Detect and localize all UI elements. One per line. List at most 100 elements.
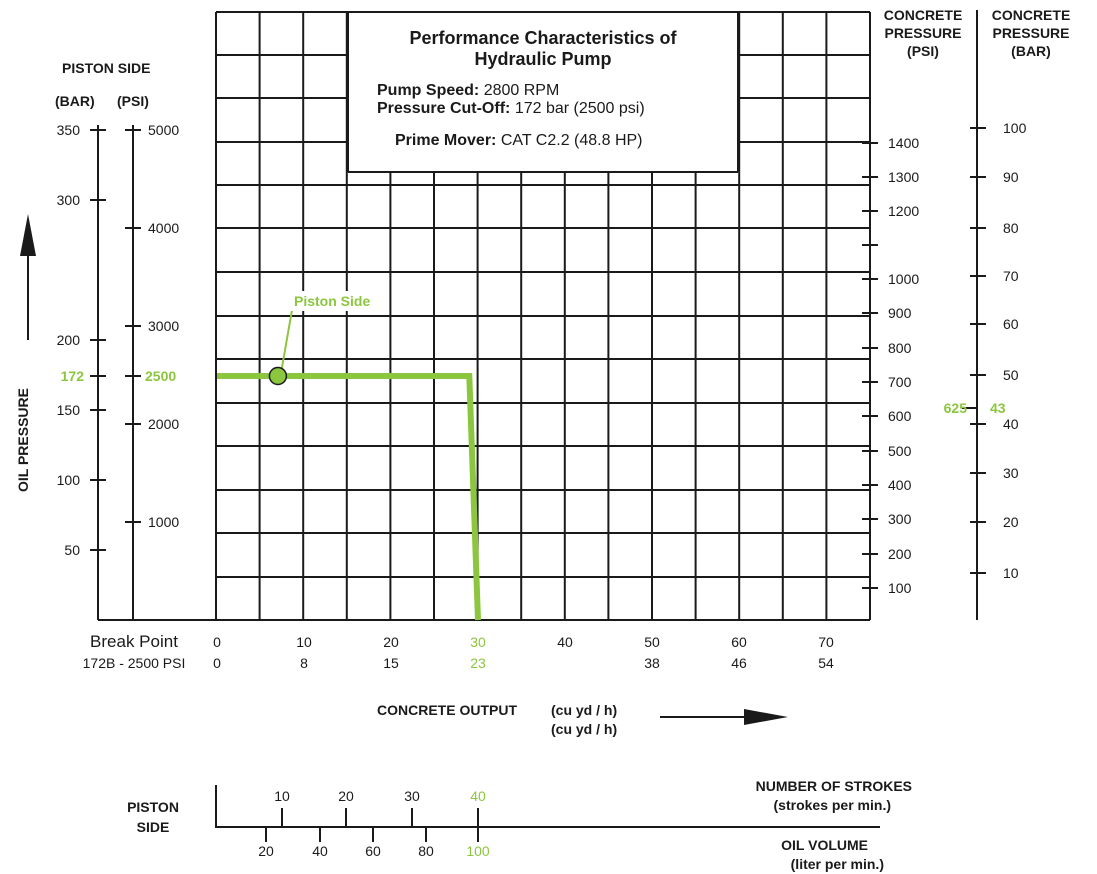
oil-pressure-arrowhead [20,214,36,256]
psi-tick-label-1: 4000 [148,220,179,236]
piston-side-header: PISTON SIDE [62,60,150,76]
x-row2-tick-3: 23 [470,655,486,671]
right-psi-tick-label-10: 400 [888,477,912,493]
right-psi-header-3: (PSI) [907,43,939,59]
right-highlight-psi: 625 [944,400,968,416]
right-psi-tick-label-2: 1200 [888,203,919,219]
cutoff-label: Pressure Cut-Off: [377,100,510,117]
series-label-bg-0 [289,291,387,311]
pump-speed-text: Pump Speed: 2800 RPM [377,82,559,99]
x-row2-tick-2: 15 [383,655,399,671]
volume-tick-label-0: 20 [258,843,274,859]
strokes-title: NUMBER OF STROKES [756,778,912,794]
right-psi-tick-label-1: 1300 [888,169,919,185]
right-psi-tick-label-11: 300 [888,511,912,527]
volume-title: OIL VOLUME [781,837,868,853]
prime-mover-value: CAT C2.2 (48.8 HP) [501,132,643,149]
bar-tick-label-5: 50 [64,542,80,558]
volume-tick-label-4: 100 [466,843,490,859]
strokes-tick-label-2: 30 [404,788,420,804]
prime-mover-text: Prime Mover: CAT C2.2 (48.8 HP) [395,132,643,149]
right-psi-tick-label-9: 500 [888,443,912,459]
bar-tick-label-4: 100 [57,472,81,488]
pump-speed-value: 2800 RPM [484,82,560,99]
psi-highlight-label: 2500 [145,368,176,384]
right-bar-tick-label-3: 70 [1003,268,1019,284]
strokes-tick-label-1: 20 [338,788,354,804]
bottom-piston-label-2: SIDE [137,819,170,835]
x-row1-tick-6: 60 [731,634,747,650]
psi-tick-label-2: 3000 [148,318,179,334]
title-box [348,12,738,172]
chart-title-line1: Performance Characteristics of [409,28,677,48]
bar-tick-label-0: 350 [57,122,81,138]
right-psi-tick-label-5: 900 [888,305,912,321]
right-bar-tick-label-9: 10 [1003,565,1019,581]
bar-tick-label-3: 150 [57,402,81,418]
right-psi-tick-label-6: 800 [888,340,912,356]
cutoff-text: Pressure Cut-Off: 172 bar (2500 psi) [377,100,645,117]
x-row1-tick-1: 10 [296,634,312,650]
x-axis-unit-2: (cu yd / h) [551,721,617,737]
series-label-0: Piston Side [294,293,370,309]
volume-tick-label-3: 80 [418,843,434,859]
volume-tick-label-1: 40 [312,843,328,859]
volume-tick-label-2: 60 [365,843,381,859]
right-psi-header-1: CONCRETE [884,7,963,23]
right-bar-header-3: (BAR) [1011,43,1051,59]
bar-tick-label-1: 300 [57,192,81,208]
x-row2-tick-1: 8 [300,655,308,671]
x-row1-tick-2: 20 [383,634,399,650]
chart-title-line2: Hydraulic Pump [474,49,611,69]
strokes-tick-label-3: 40 [470,788,486,804]
x-row2-tick-6: 54 [818,655,834,671]
right-bar-tick-label-6: 40 [1003,416,1019,432]
prime-mover-label: Prime Mover: [395,132,496,149]
right-bar-tick-label-0: 100 [1003,120,1027,136]
x-axis-arrowhead [744,709,788,725]
right-bar-tick-label-4: 60 [1003,316,1019,332]
psi-tick-label-0: 5000 [148,122,179,138]
x-row1-tick-0: 0 [213,634,221,650]
x-row1-tick-5: 50 [644,634,660,650]
psi-tick-label-4: 1000 [148,514,179,530]
x-row1-label: Break Point [90,632,178,651]
oil-pressure-title: OIL PRESSURE [15,388,31,492]
right-bar-tick-label-8: 20 [1003,514,1019,530]
right-bar-header-1: CONCRETE [992,7,1071,23]
psi-tick-label-3: 2000 [148,416,179,432]
x-row2-label: 172B - 2500 PSI [83,655,186,671]
right-psi-tick-label-13: 100 [888,580,912,596]
right-psi-tick-label-0: 1400 [888,135,919,151]
right-bar-tick-label-2: 80 [1003,220,1019,236]
right-highlight-bar: 43 [990,400,1006,416]
right-bar-tick-label-7: 30 [1003,465,1019,481]
right-bar-tick-label-5: 50 [1003,367,1019,383]
x-row2-tick-5: 46 [731,655,747,671]
right-psi-tick-label-12: 200 [888,546,912,562]
psi-unit-header: (PSI) [117,93,149,109]
right-bar-tick-label-1: 90 [1003,169,1019,185]
bar-highlight-label: 172 [61,368,85,384]
bar-tick-label-2: 200 [57,332,81,348]
bottom-piston-label-1: PISTON [127,799,179,815]
x-row1-tick-3: 30 [470,634,486,650]
strokes-unit: (strokes per min.) [774,797,891,813]
right-psi-header-2: PRESSURE [884,25,961,41]
x-row2-tick-0: 0 [213,655,221,671]
right-psi-tick-label-7: 700 [888,374,912,390]
right-psi-tick-label-8: 600 [888,408,912,424]
right-bar-header-2: PRESSURE [992,25,1069,41]
strokes-tick-label-0: 10 [274,788,290,804]
dynamic-marks: 3503002001501005050004000300020001000172… [57,10,1027,859]
cutoff-value: 172 bar (2500 psi) [515,100,645,117]
series-label-leader-0 [280,309,293,369]
volume-unit: (liter per min.) [791,856,884,872]
x-row1-tick-4: 40 [557,634,573,650]
bar-unit-header: (BAR) [55,93,95,109]
x-row1-tick-7: 70 [818,634,834,650]
series-line-0 [217,373,481,621]
pump-speed-label: Pump Speed: [377,82,479,99]
